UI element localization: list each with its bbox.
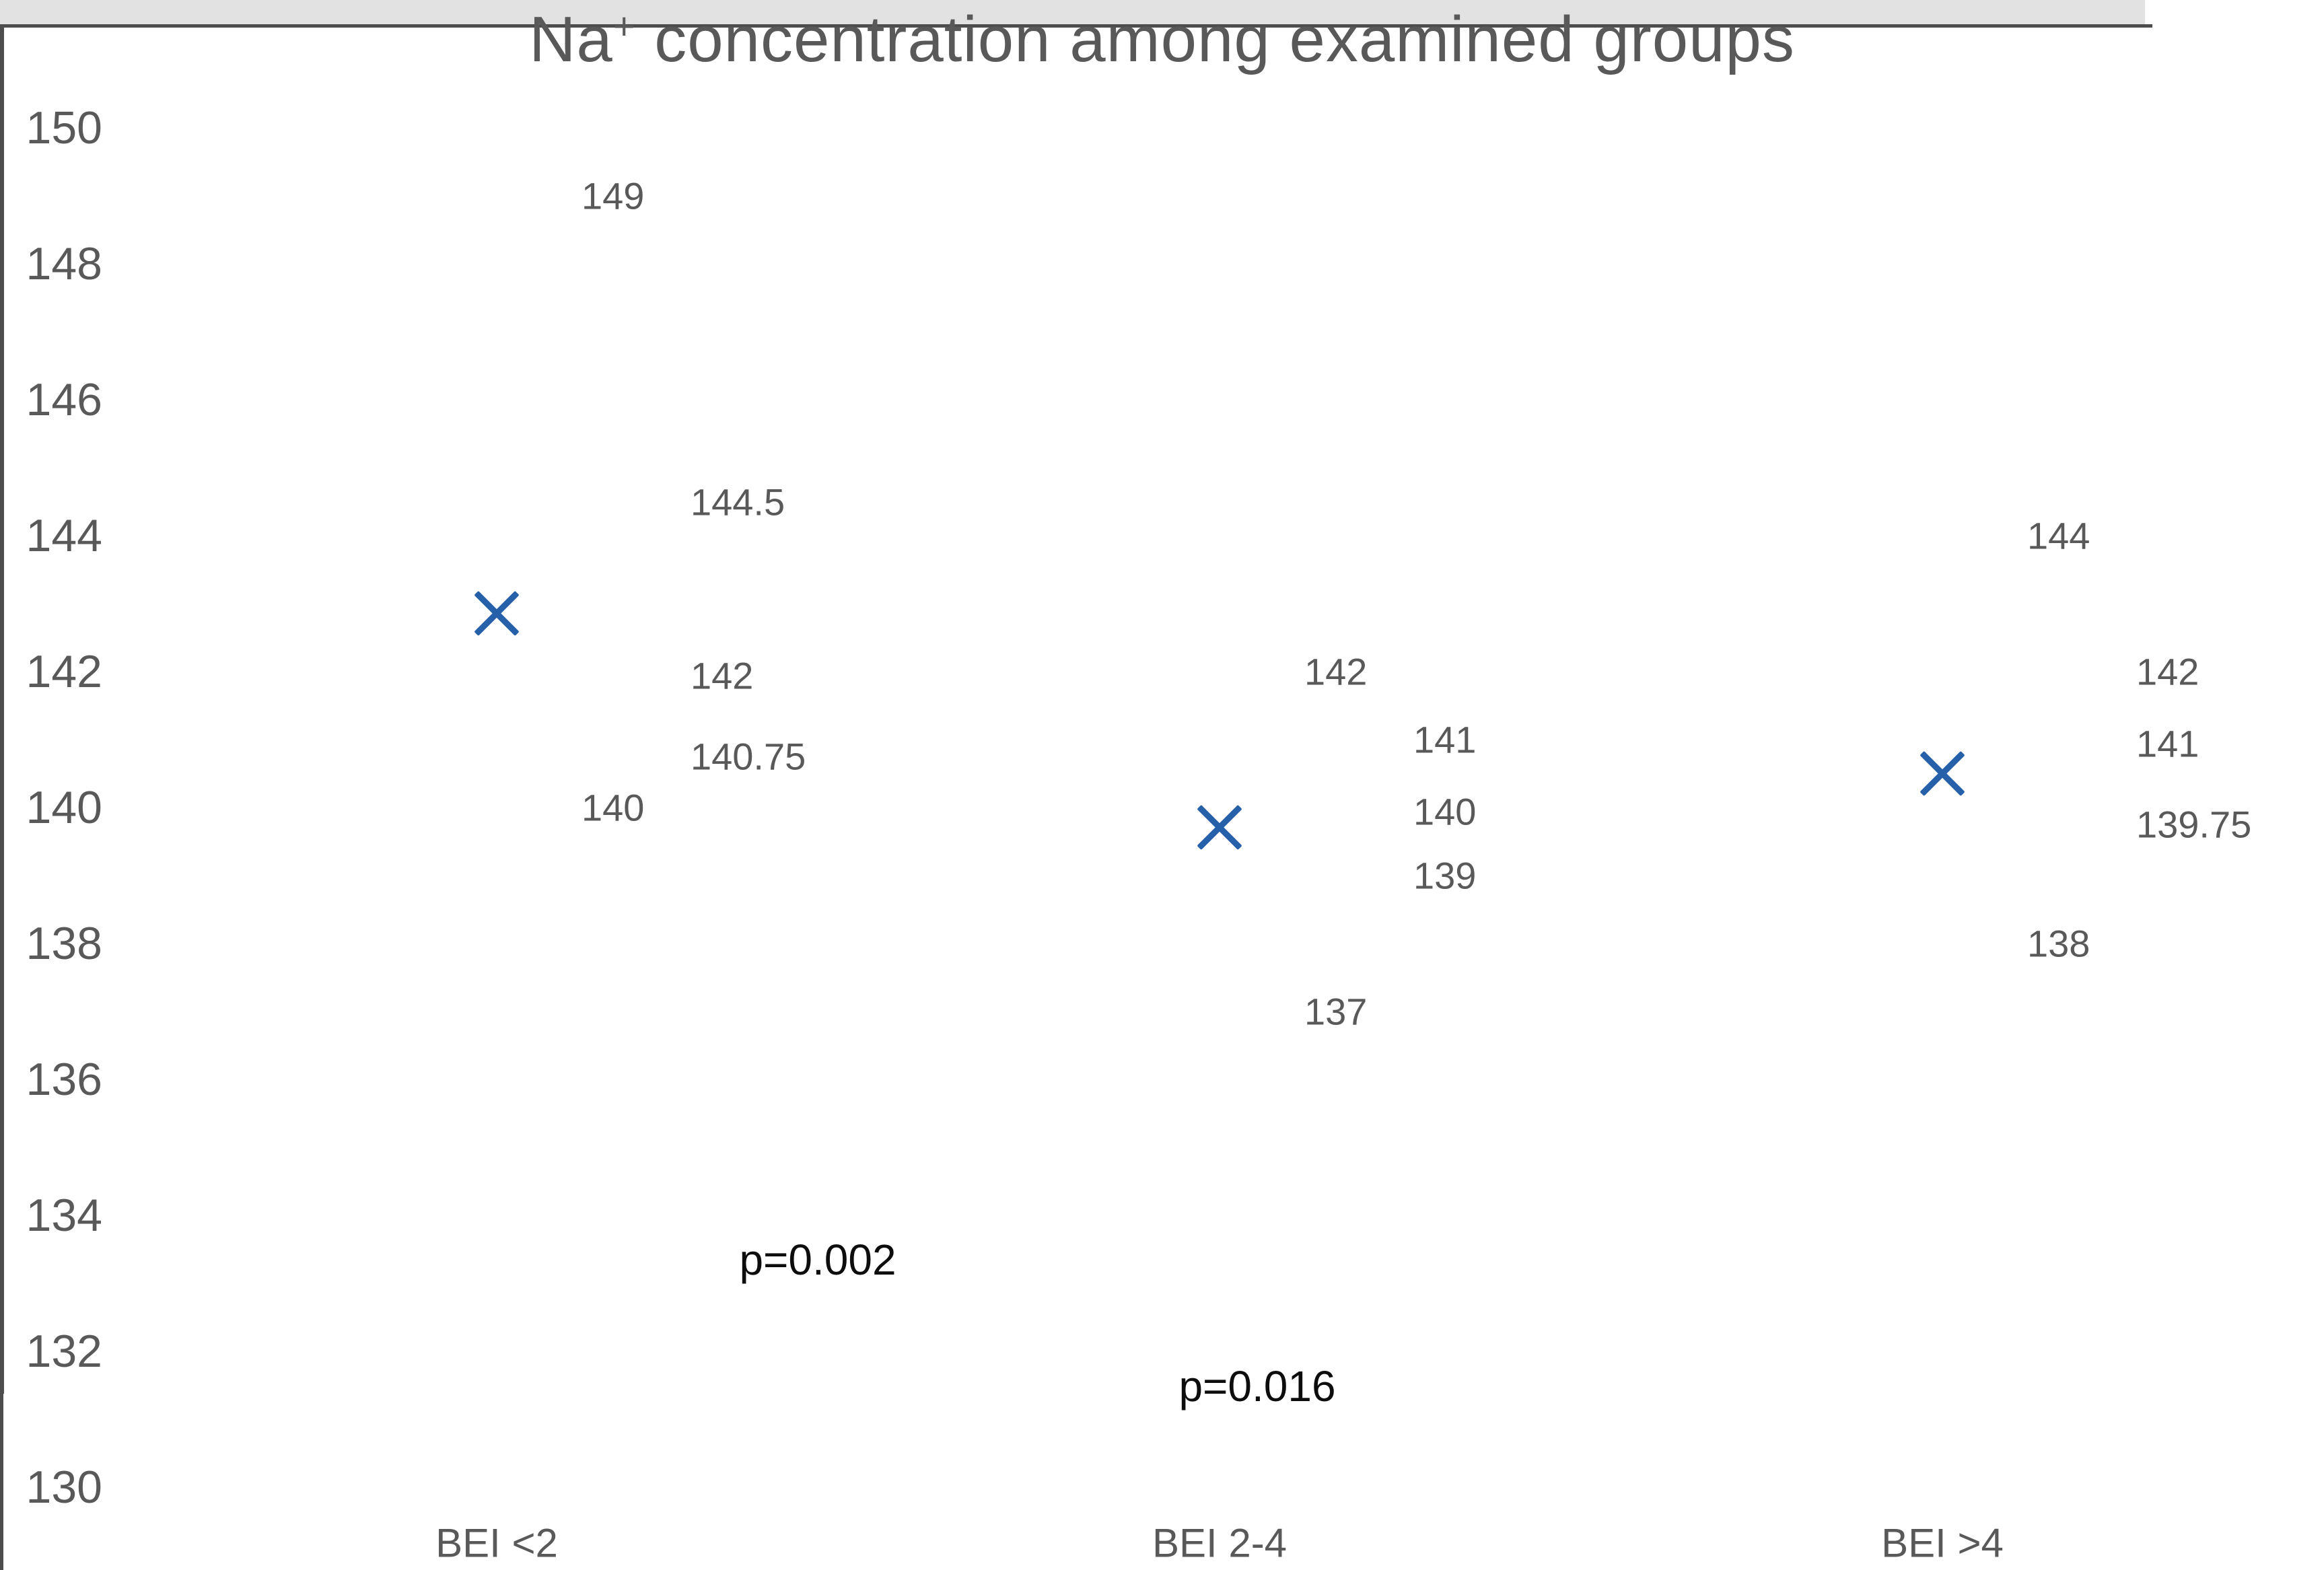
value-label-q1: 139 <box>1413 854 1477 897</box>
value-label-whisker-low: 137 <box>1304 990 1368 1033</box>
value-label-q1: 140.75 <box>691 735 806 778</box>
y-tick-label: 146 <box>26 374 102 425</box>
value-label-median: 140 <box>1413 790 1477 833</box>
y-tick-label: 138 <box>26 918 102 969</box>
gridline <box>0 0 2145 3</box>
y-tick-label: 130 <box>26 1462 102 1513</box>
pvalue-label: p=0.016 <box>1178 1362 1336 1411</box>
plot-border-top <box>0 24 2152 28</box>
title-prefix: Na <box>529 3 613 75</box>
y-tick-label: 132 <box>26 1326 102 1377</box>
gridline <box>0 5 2145 8</box>
gridline <box>0 13 2145 16</box>
gridline <box>0 3 2145 5</box>
value-label-q3: 142 <box>2136 650 2199 693</box>
pvalue-label: p=0.002 <box>739 1236 896 1284</box>
mean-marker-icon <box>1920 750 1965 796</box>
y-tick-label: 134 <box>26 1190 102 1241</box>
gridline <box>0 22 2145 24</box>
gridline <box>0 19 2145 22</box>
mean-marker-icon <box>1197 805 1242 851</box>
value-label-q3: 144.5 <box>691 480 785 523</box>
y-tick-label: 144 <box>26 510 102 561</box>
y-tick-label: 136 <box>26 1054 102 1105</box>
value-label-median: 141 <box>2136 722 2199 765</box>
value-label-q1: 139.75 <box>2136 803 2252 846</box>
y-tick-label: 142 <box>26 646 102 697</box>
title-rest: concentration among examined groups <box>635 3 1795 75</box>
x-category-label: BEI <2 <box>435 1520 558 1566</box>
title-superscript: + <box>612 5 636 47</box>
gridline <box>0 11 2145 13</box>
y-tick-label: 150 <box>26 102 102 153</box>
y-tick-label: 148 <box>26 238 102 289</box>
y-tick-label: 140 <box>26 782 102 833</box>
x-category-label: BEI >4 <box>1881 1520 2004 1566</box>
plot-border-right <box>0 1394 3 1570</box>
chart-title: Na+ concentration among examined groups <box>0 3 2324 77</box>
value-label-whisker-low: 140 <box>582 786 645 829</box>
gridline <box>0 8 2145 11</box>
value-label-whisker-high: 144 <box>2027 514 2090 557</box>
value-label-whisker-low: 138 <box>2027 922 2090 965</box>
gridline <box>0 16 2145 19</box>
x-category-label: BEI 2-4 <box>1152 1520 1288 1566</box>
value-label-whisker-high: 142 <box>1304 650 1368 693</box>
value-label-whisker-high: 149 <box>582 174 645 217</box>
value-label-q3: 141 <box>1413 718 1477 761</box>
plot-border-left <box>0 28 4 1394</box>
value-label-median: 142 <box>691 654 754 697</box>
mean-marker-icon <box>474 591 520 637</box>
